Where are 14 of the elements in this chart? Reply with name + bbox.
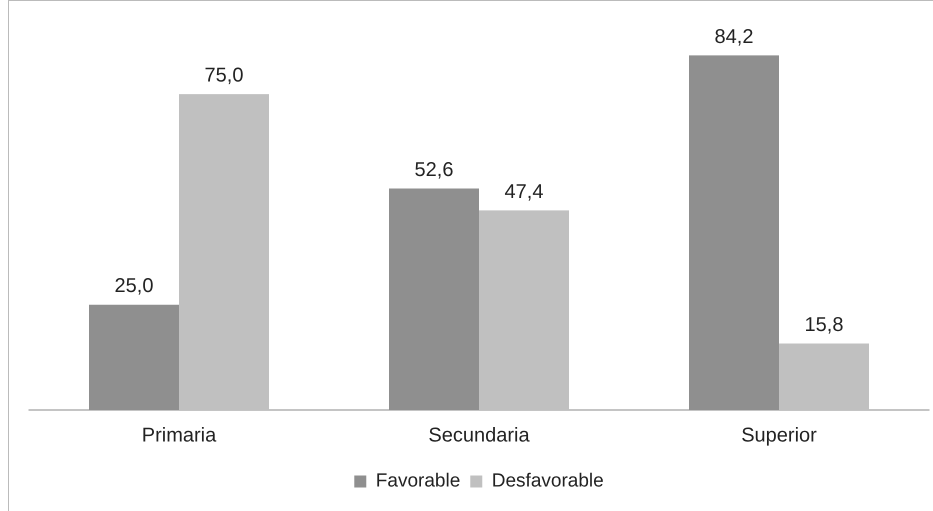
legend-label: Favorable	[376, 470, 460, 492]
legend-label: Desfavorable	[492, 470, 604, 492]
data-label: 15,8	[804, 314, 844, 336]
data-label: 84,2	[714, 26, 754, 48]
x-tick-label: Superior	[741, 424, 818, 447]
data-label: 52,6	[414, 159, 454, 182]
bar	[779, 343, 869, 410]
x-tick-label: Primaria	[142, 424, 218, 447]
bar	[479, 210, 569, 410]
data-label: 25,0	[114, 275, 154, 298]
data-label: 47,4	[504, 180, 544, 203]
x-tick-label: Secundaria	[428, 424, 530, 447]
bar	[179, 94, 269, 410]
data-label: 75,0	[204, 64, 244, 87]
